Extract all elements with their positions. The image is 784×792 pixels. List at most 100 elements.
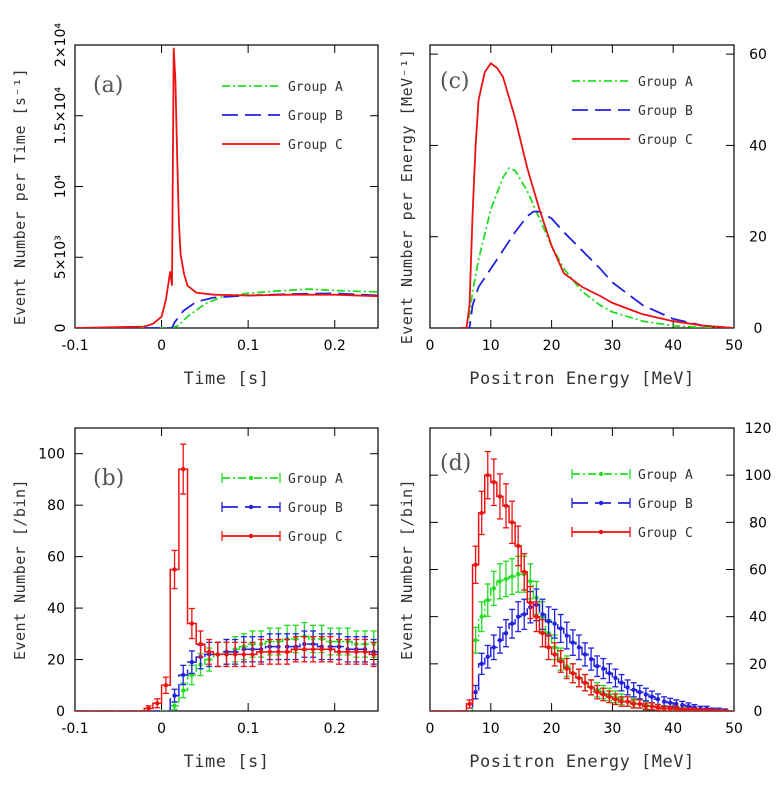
data-point (215, 652, 221, 657)
x-axis-label: Positron Energy [MeV] (469, 752, 694, 772)
data-point (649, 704, 655, 709)
x-tick-label: 40 (664, 338, 682, 354)
x-tick-label: 0.2 (324, 338, 346, 354)
data-point (607, 694, 612, 700)
data-point (503, 503, 509, 509)
legend-label: Group C (288, 530, 343, 545)
panel-c: 0 10 20 30 40 50 0 20 40 60 Positron Energy [MeV] E… (398, 44, 767, 389)
data-point (534, 614, 539, 619)
data-point (276, 649, 281, 655)
data-point (698, 708, 703, 711)
data-point (588, 685, 594, 690)
x-tick-label: 0.1 (237, 338, 259, 354)
data-point (613, 697, 618, 702)
plot-area (460, 62, 734, 328)
data-point (631, 701, 636, 707)
data-point (172, 693, 177, 698)
data-point (241, 652, 247, 657)
data-point (206, 649, 212, 655)
data-point (172, 703, 177, 709)
x-tick-label: 10 (482, 721, 500, 737)
panel-label: (a) (93, 73, 123, 98)
data-point (686, 704, 691, 709)
data-point (722, 708, 728, 711)
data-point (371, 652, 376, 657)
legend-marker (598, 471, 604, 477)
data-point (570, 671, 576, 676)
x-tick-label: 10 (482, 338, 500, 354)
data-point (258, 649, 264, 655)
y-axis-label: Event Number per Energy [MeV⁻¹] (398, 49, 416, 344)
data-point (637, 689, 642, 695)
x-tick-label: 0 (426, 721, 435, 737)
x-tick-label: 50 (725, 338, 743, 354)
data-point (310, 647, 316, 652)
data-point (528, 600, 533, 605)
legend: Group A Group B Group C (571, 468, 693, 541)
x-tick-label: 0 (157, 338, 166, 354)
y-tick-label: 0 (754, 321, 763, 337)
x-tick-label: 20 (543, 721, 561, 737)
data-point (485, 597, 490, 603)
data-point (491, 645, 497, 650)
data-point (267, 649, 272, 655)
data-point (564, 666, 569, 671)
data-point (661, 699, 667, 704)
panel-d: 0 10 20 30 40 50 0 20 40 60 80 100 120 Positron Energ… (398, 421, 771, 772)
legend-marker (248, 533, 254, 539)
legend-label: Group A (638, 75, 693, 90)
x-tick-label: 30 (603, 721, 621, 737)
series-group-b (75, 292, 378, 328)
y-tick-label: 20 (749, 230, 767, 246)
data-point (232, 652, 238, 657)
data-point (546, 645, 551, 650)
data-point (588, 656, 594, 662)
legend-label: Group C (638, 526, 693, 541)
data-point (558, 659, 563, 664)
data-point (509, 621, 515, 626)
x-tick-label: 0 (426, 338, 435, 354)
data-point (522, 569, 527, 575)
series-group-c (75, 47, 378, 328)
data-point (163, 683, 169, 688)
data-point (485, 654, 490, 659)
data-point (509, 574, 515, 579)
x-tick-label: 50 (725, 721, 743, 737)
x-tick-label: 20 (543, 338, 561, 354)
data-point (674, 706, 679, 711)
data-point (362, 649, 368, 655)
panel-label: (b) (93, 466, 124, 491)
y-tick-label: 60 (47, 550, 65, 566)
plot-area (430, 450, 734, 711)
legend: Group A Group B Group C (221, 472, 343, 545)
data-point (497, 579, 503, 584)
data-point (345, 649, 350, 655)
data-point (704, 708, 709, 711)
panel-label: (c) (440, 69, 470, 94)
data-point (284, 649, 290, 655)
panel-a: -0.1 0 0.1 0.2 0 5×10³ 10⁴ 1.5×10⁴ 2×10⁴ Time [s]… (11, 23, 379, 389)
data-point (328, 647, 333, 652)
x-tick-label: 0.1 (237, 721, 259, 737)
data-point (479, 661, 484, 667)
data-point (515, 572, 521, 577)
data-point (515, 543, 521, 549)
data-point (674, 701, 679, 707)
data-point (155, 701, 160, 706)
data-point (564, 633, 569, 638)
data-point (146, 706, 151, 711)
data-point (522, 612, 527, 617)
y-tick-label: 100 (745, 468, 772, 484)
data-point (710, 708, 715, 711)
legend-label: Group C (288, 138, 343, 153)
data-point (497, 494, 503, 499)
data-point (485, 472, 490, 478)
y-tick-label: 80 (47, 498, 65, 514)
y-axis-label: Event Number [/bin] (398, 479, 416, 660)
data-point (293, 647, 298, 652)
legend-label: Group B (638, 104, 693, 119)
data-point (631, 687, 636, 692)
data-point (224, 652, 229, 657)
legend-label: Group A (638, 468, 693, 483)
